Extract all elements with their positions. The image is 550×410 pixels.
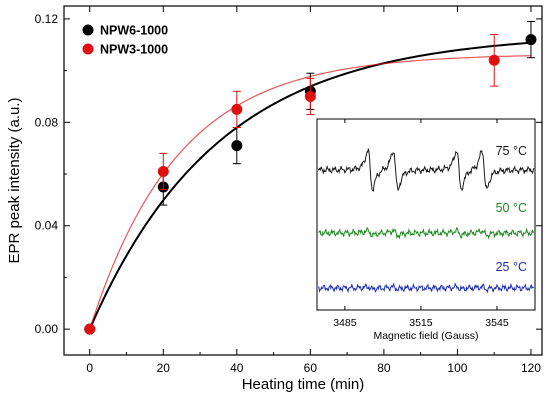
plot-frame: [63, 5, 543, 356]
inset-spectrum-1: [318, 226, 535, 240]
inset-series-label: 50 °C: [496, 201, 527, 215]
data-point-0: [525, 34, 537, 46]
x-tick-label: 120: [521, 361, 541, 375]
y-tick-label: 0.12: [35, 12, 59, 26]
data-point-1: [231, 103, 243, 115]
legend-label: NPW6-1000: [100, 24, 168, 38]
y-tick-label: 0.04: [35, 219, 59, 233]
data-point-1: [84, 323, 96, 335]
data-point-1: [157, 165, 169, 177]
x-tick-label: 40: [230, 361, 244, 375]
data-point-1: [304, 90, 316, 102]
inset-series-label: 25 °C: [496, 260, 527, 274]
inset-spectrum-0: [317, 148, 535, 192]
inset-series-label: 75 °C: [496, 144, 527, 158]
inset-x-tick-label: 3545: [485, 317, 509, 329]
inset-x-tick-label: 3485: [333, 317, 357, 329]
inset-frame: [316, 118, 536, 311]
data-point-1: [488, 54, 500, 66]
x-tick-label: 100: [447, 361, 467, 375]
data-point-0: [231, 140, 243, 152]
inset-spectrum-2: [318, 282, 535, 294]
x-tick-label: 20: [157, 361, 171, 375]
legend-marker: [82, 43, 94, 55]
inset-x-tick-label: 3515: [409, 317, 433, 329]
x-tick-label: 80: [377, 361, 391, 375]
y-tick-label: 0.00: [35, 322, 59, 336]
legend-marker: [82, 24, 94, 36]
inset-x-axis-title: Magnetic field (Gauss): [373, 330, 478, 342]
y-axis-title: EPR peak intensity (a.u.): [6, 98, 23, 264]
x-tick-label: 60: [304, 361, 318, 375]
y-tick-label: 0.08: [35, 115, 59, 129]
x-tick-label: 0: [86, 361, 93, 375]
x-axis-title: Heating time (min): [242, 376, 365, 393]
legend-label: NPW3-1000: [100, 43, 168, 57]
